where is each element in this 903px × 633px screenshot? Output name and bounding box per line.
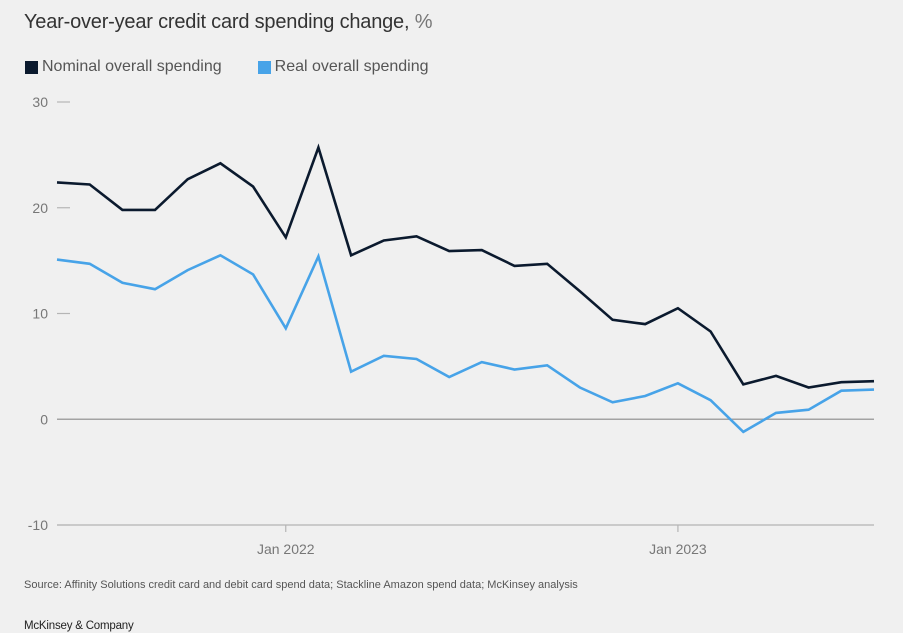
legend-item-real: Real overall spending xyxy=(257,58,429,76)
x-tick-label: Jan 2022 xyxy=(257,541,315,557)
legend-swatch-nominal xyxy=(25,60,38,74)
chart-title-unit: % xyxy=(414,11,433,33)
chart-title: Year-over-year credit card spending chan… xyxy=(24,11,432,34)
legend-swatch-real xyxy=(257,60,271,74)
series-line-nominal xyxy=(56,143,875,389)
y-tick-label: 30 xyxy=(32,94,48,110)
legend-label-nominal: Nominal overall spending xyxy=(42,58,222,75)
source-note: Source: Affinity Solutions credit card a… xyxy=(24,579,578,591)
legend: Nominal overall spending Real overall sp… xyxy=(25,58,465,76)
y-tick-label: 20 xyxy=(32,200,48,216)
series-line-real xyxy=(56,252,875,434)
legend-item-nominal: Nominal overall spending xyxy=(25,58,222,76)
x-tick-label: Jan 2023 xyxy=(649,541,707,557)
y-tick-label: -10 xyxy=(28,517,48,533)
y-tick-label: 10 xyxy=(32,306,48,322)
legend-label-real: Real overall spending xyxy=(274,58,429,75)
brand-logo-text: McKinsey & Company xyxy=(24,620,134,632)
chart-title-text: Year-over-year credit card spending chan… xyxy=(24,11,410,33)
y-tick-label: 0 xyxy=(40,411,48,427)
